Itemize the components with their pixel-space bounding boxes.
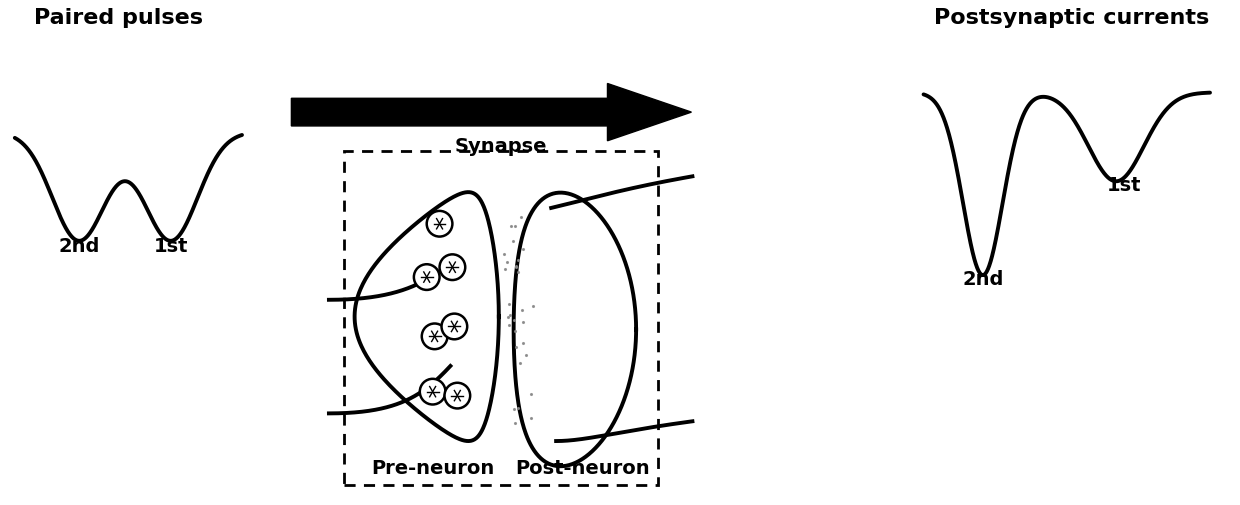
Circle shape — [420, 379, 445, 405]
Polygon shape — [291, 83, 692, 141]
Text: Postsynaptic currents: Postsynaptic currents — [934, 8, 1209, 28]
Circle shape — [444, 383, 470, 409]
Text: Paired pulses: Paired pulses — [33, 8, 203, 28]
Text: 2nd: 2nd — [962, 270, 1003, 289]
Text: Pre-neuron: Pre-neuron — [372, 459, 495, 478]
Text: 2nd: 2nd — [58, 237, 99, 257]
Circle shape — [427, 211, 453, 236]
Text: 1st: 1st — [1107, 176, 1141, 195]
Circle shape — [439, 255, 465, 280]
Circle shape — [414, 264, 439, 290]
Text: 1st: 1st — [154, 237, 188, 257]
Bar — [343, 150, 658, 484]
Text: Synapse: Synapse — [455, 137, 547, 156]
Circle shape — [422, 324, 448, 349]
Circle shape — [441, 314, 467, 339]
Text: Post-neuron: Post-neuron — [516, 459, 650, 478]
